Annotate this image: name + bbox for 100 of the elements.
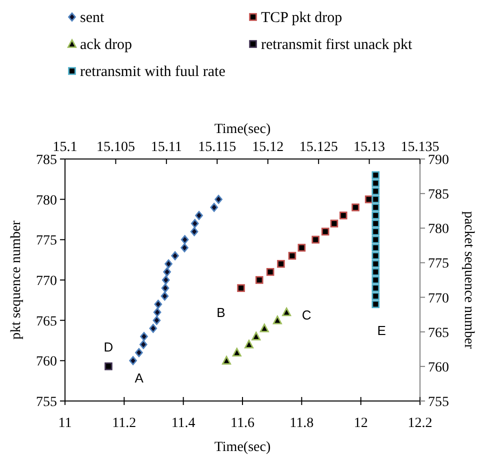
point	[330, 220, 338, 228]
point	[190, 227, 198, 236]
point	[372, 195, 380, 204]
point	[288, 252, 296, 260]
point	[272, 316, 282, 324]
y2-tick-label: 755	[428, 395, 449, 410]
point	[162, 276, 170, 284]
legend-label: retransmit first unack pkt	[261, 37, 414, 53]
point	[277, 260, 285, 268]
point	[161, 284, 170, 293]
point	[160, 292, 169, 301]
y-tick-label: 785	[36, 153, 57, 168]
annotation: C	[302, 307, 312, 322]
point	[210, 202, 218, 212]
y2-tick-label: 785	[428, 188, 449, 203]
legend-label: ack drop	[80, 37, 132, 53]
point	[154, 300, 162, 309]
y-tick-label: 765	[36, 314, 57, 330]
point	[372, 252, 380, 260]
legend-label: TCP pkt drop	[261, 10, 342, 26]
point	[372, 220, 380, 228]
point	[214, 194, 222, 204]
point	[139, 340, 148, 350]
point	[372, 212, 380, 220]
point	[140, 332, 148, 341]
x2-tick-label: 15.12	[252, 140, 284, 155]
point	[255, 276, 264, 284]
x-tick-label: 11.2	[112, 416, 136, 431]
x2-tick-label: 15.13	[354, 140, 386, 155]
point	[129, 356, 137, 366]
point	[372, 187, 380, 196]
point	[372, 236, 380, 244]
point	[282, 308, 292, 316]
point	[171, 251, 179, 260]
x2-tick-label: 15.135	[400, 140, 440, 155]
x-tick-label: 11	[58, 416, 72, 431]
point	[372, 179, 380, 188]
annotation: A	[134, 370, 144, 386]
x-axis-title: Time(sec)	[214, 440, 271, 455]
x-tick-label: 12	[354, 416, 368, 431]
point	[252, 332, 261, 340]
annotation: D	[104, 339, 114, 354]
x-tick-label: 11.4	[171, 416, 196, 431]
point	[244, 340, 254, 348]
point	[298, 244, 306, 252]
point	[312, 236, 320, 244]
point	[321, 228, 330, 236]
annotation: B	[216, 305, 226, 320]
point	[232, 348, 242, 356]
y2-tick-label: 790	[428, 153, 449, 168]
point	[163, 267, 171, 276]
point	[190, 219, 199, 228]
x2-tick-label: 15.125	[299, 140, 338, 155]
point	[135, 348, 143, 358]
point	[180, 243, 188, 252]
point	[352, 204, 360, 212]
point	[372, 204, 380, 212]
x2-tick-label: 15.11	[150, 140, 182, 155]
y-tick-label: 770	[36, 274, 57, 289]
point	[372, 276, 380, 284]
y-tick-label: 755	[36, 395, 57, 410]
x2-tick-label: 15.105	[96, 140, 135, 155]
x2-tick-label: 15.115	[198, 140, 236, 155]
y-tick-label: 775	[36, 234, 57, 249]
x2-axis-title: Time(sec)	[214, 122, 271, 137]
legend-label: sent	[80, 10, 105, 26]
point	[372, 300, 380, 308]
point	[372, 268, 380, 276]
point	[164, 259, 172, 268]
point	[372, 228, 380, 236]
y2-axis-title: packet sequence number	[461, 211, 476, 350]
point	[153, 308, 162, 317]
x-tick-label: 12.2	[408, 416, 432, 431]
point	[372, 260, 380, 268]
y2-tick-label: 775	[428, 256, 449, 272]
x-tick-label: 11.6	[230, 416, 254, 431]
point	[372, 171, 380, 180]
point	[372, 292, 380, 300]
y-tick-label: 780	[36, 193, 57, 208]
point	[152, 316, 161, 325]
point	[180, 235, 189, 244]
point	[372, 284, 380, 292]
point	[104, 362, 112, 370]
point	[149, 324, 158, 333]
legend-label: retransmit with fuul rate	[80, 64, 226, 80]
point	[372, 244, 380, 252]
point	[237, 284, 245, 292]
point	[222, 356, 232, 365]
y2-tick-label: 770	[428, 291, 449, 306]
x-tick-label: 11.8	[290, 416, 314, 431]
y-axis-title: pkt sequence number	[9, 220, 24, 340]
x2-tick-label: 15.1	[52, 140, 78, 155]
point	[339, 212, 348, 220]
annotation: E	[377, 323, 386, 338]
y2-tick-label: 780	[428, 222, 449, 238]
point	[266, 268, 274, 276]
point	[195, 210, 203, 220]
y-tick-label: 760	[36, 354, 57, 370]
y2-tick-label: 765	[428, 326, 449, 341]
point	[260, 324, 269, 332]
